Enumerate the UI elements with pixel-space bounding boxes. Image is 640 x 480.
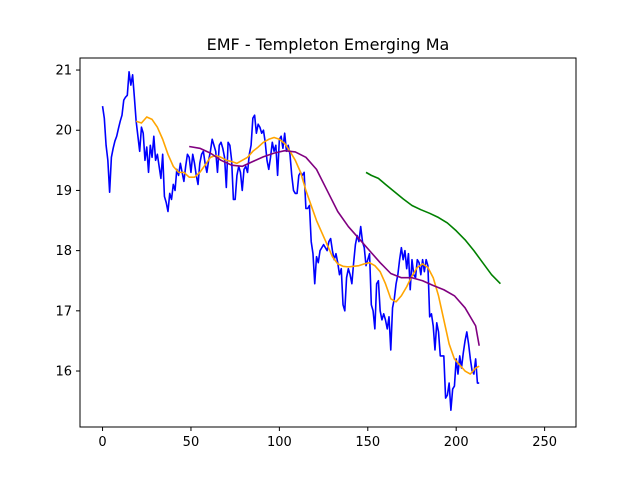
- series-line-1: [101, 71, 480, 411]
- y-tick-label: 21: [55, 64, 72, 79]
- chart-title: EMF - Templeton Emerging Ma: [207, 35, 450, 54]
- y-tick-label: 18: [55, 244, 72, 259]
- y-tick-label: 19: [55, 184, 72, 199]
- chart-title-group: EMF - Templeton Emerging Ma: [207, 35, 450, 54]
- y-tick-label: 20: [55, 124, 72, 139]
- series-line-3: [189, 145, 480, 346]
- series-line-4: [365, 171, 501, 285]
- y-tick-label: 17: [55, 304, 72, 319]
- x-tick-label: 200: [444, 435, 469, 450]
- x-axis: 0 50 100 150 200 250: [98, 427, 557, 450]
- x-tick-label: 150: [355, 435, 380, 450]
- y-axis: 16 17 18 19 20 21: [55, 64, 80, 380]
- x-tick-label: 0: [98, 435, 106, 450]
- x-tick-label: 100: [267, 435, 292, 450]
- plot-frame: [79, 57, 577, 428]
- x-tick-label: 50: [183, 435, 200, 450]
- x-tick-label: 250: [532, 435, 557, 450]
- series-line-2: [135, 116, 480, 375]
- series-group: [101, 71, 501, 411]
- y-tick-label: 16: [55, 365, 72, 380]
